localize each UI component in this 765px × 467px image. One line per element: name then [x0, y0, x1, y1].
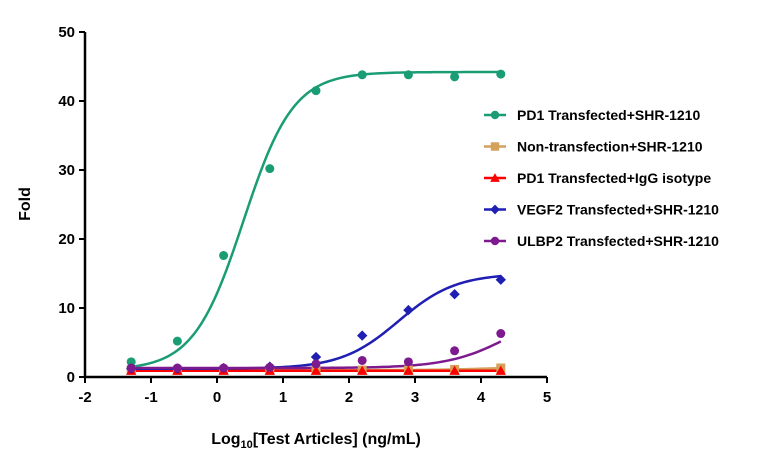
- y-tick-label-1: 10: [58, 300, 75, 317]
- legend-label-4: ULBP2 Transfected+SHR-1210: [517, 233, 719, 249]
- data-point-s2-p8: [495, 365, 506, 375]
- data-point-s2-p6: [403, 365, 414, 375]
- x-tick-label-0: -2: [78, 389, 91, 406]
- x-tick-label-2: 0: [213, 389, 221, 406]
- legend-label-2: PD1 Transfected+IgG isotype: [517, 170, 711, 186]
- x-axis-title-subscript: 10: [241, 439, 253, 451]
- legend-marker-3: [490, 204, 500, 215]
- data-point-s0-p1: [172, 336, 182, 346]
- data-point-s0-p2: [219, 251, 229, 261]
- y-tick-label-3: 30: [58, 162, 75, 179]
- data-point-s0-p0: [126, 357, 136, 367]
- data-point-s4-p5: [357, 355, 367, 365]
- data-point-s3-p4: [310, 351, 322, 363]
- data-point-s4-p1: [172, 363, 182, 373]
- x-tick-label-6: 4: [477, 389, 486, 406]
- data-point-s0-p3: [265, 164, 275, 174]
- legend-marker-4: [490, 236, 500, 246]
- y-tick-label-5: 50: [58, 24, 75, 41]
- data-point-s0-p8: [496, 69, 506, 79]
- x-tick-label-3: 1: [279, 389, 287, 406]
- data-point-s0-p6: [403, 70, 413, 80]
- fit-curve-0: [131, 70, 501, 369]
- x-tick-label-4: 2: [345, 389, 353, 406]
- data-point-s2-p5: [357, 365, 368, 375]
- x-tick-label-1: -1: [144, 389, 157, 406]
- y-tick-label-2: 20: [58, 231, 75, 248]
- legend-marker-1: [490, 142, 500, 151]
- y-axis-title: Fold: [17, 187, 34, 221]
- legend-label-1: Non-transfection+SHR-1210: [517, 139, 703, 155]
- data-point-s3-p8: [495, 274, 506, 285]
- x-axis-title: Log10[Test Articles] (ng/mL): [211, 431, 421, 451]
- legend: PD1 Transfected+SHR-1210 Non-transfection…: [484, 107, 719, 249]
- y-tick-label-4: 40: [58, 93, 75, 110]
- x-tick-label-5: 3: [411, 389, 419, 406]
- data-point-s2-p7: [449, 365, 460, 375]
- data-point-s3-p7: [449, 289, 460, 300]
- data-point-s2-p4: [310, 365, 322, 375]
- data-point-s4-p8: [496, 329, 506, 339]
- x-axis-title-prefix: Log: [211, 431, 240, 448]
- data-point-s4-p6: [403, 357, 413, 367]
- data-point-s4-p7: [450, 346, 460, 356]
- x-tick-label-7: 5: [543, 389, 551, 406]
- x-axis-title-suffix: [Test Articles] (ng/mL): [253, 431, 421, 448]
- legend-label-0: PD1 Transfected+SHR-1210: [517, 107, 700, 123]
- legend-marker-0: [490, 110, 500, 120]
- legend-marker-2: [490, 173, 500, 182]
- data-point-s4-p2: [219, 363, 229, 373]
- data-point-s0-p5: [357, 70, 367, 80]
- y-tick-label-0: 0: [67, 369, 75, 386]
- fit-curves: [131, 70, 502, 373]
- data-point-s4-p4: [311, 359, 321, 369]
- data-point-s4-p0: [126, 363, 136, 373]
- legend-label-3: VEGF2 Transfected+SHR-1210: [517, 202, 719, 218]
- data-points: [126, 69, 506, 375]
- data-point-s0-p4: [311, 86, 321, 96]
- data-point-s3-p5: [357, 330, 368, 341]
- data-point-s3-p6: [403, 304, 414, 316]
- data-point-s4-p3: [265, 362, 275, 372]
- data-point-s0-p7: [450, 72, 460, 82]
